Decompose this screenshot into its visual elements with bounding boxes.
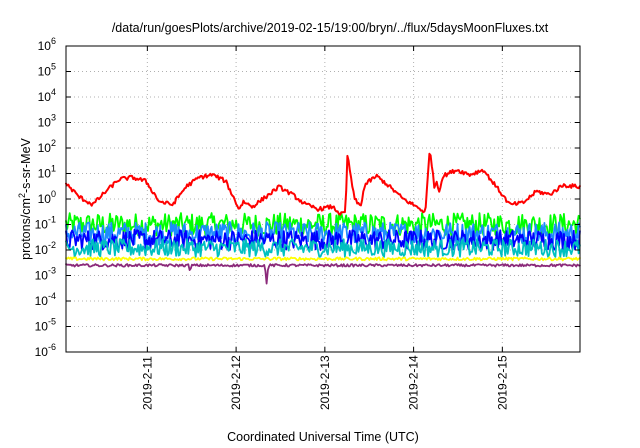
y-tick-label: 100 (38, 189, 56, 206)
y-tick-label: 10-4 (35, 291, 56, 308)
y-tick-label: 10-3 (35, 266, 56, 283)
y-tick-label: 10-5 (35, 317, 56, 334)
x-tick-label: 2019-2-14 (407, 355, 421, 410)
y-tick-label: 10-6 (35, 342, 56, 359)
y-tick-label: 104 (38, 87, 56, 104)
y-tick-label: 10-2 (35, 240, 56, 257)
chart-title: /data/run/goesPlots/archive/2019-02-15/1… (112, 21, 549, 35)
series-line (65, 256, 581, 262)
y-tick-label: 105 (38, 62, 56, 79)
y-tick-label: 106 (38, 36, 56, 53)
series-line (65, 263, 581, 285)
x-tick-label: 2019-2-13 (318, 355, 332, 410)
series-line (65, 238, 581, 258)
x-tick-label: 2019-2-15 (495, 355, 509, 410)
grid (66, 46, 580, 352)
y-tick-label: 10-1 (35, 215, 56, 232)
y-tick-label: 102 (38, 138, 56, 155)
x-tick-label: 2019-2-12 (229, 355, 243, 410)
tick-marks (66, 45, 580, 353)
x-tick-label: 2019-2-11 (140, 356, 154, 410)
x-tick-labels: 2019-2-11 2019-2-12 2019-2-13 2019-2-14 2019… (140, 355, 509, 410)
y-tick-labels: 10-6 10-5 10-4 10-3 10-2 10-1 100 101 102 103 104 1… (35, 36, 56, 359)
y-axis-title: protons/cm2-s-sr-MeV (17, 137, 33, 259)
series-line (65, 212, 581, 237)
series-layer (65, 152, 581, 285)
series-line (65, 152, 581, 216)
y-tick-label: 103 (38, 113, 56, 130)
y-tick-label: 101 (38, 164, 56, 181)
x-axis-title: Coordinated Universal Time (UTC) (227, 430, 419, 444)
